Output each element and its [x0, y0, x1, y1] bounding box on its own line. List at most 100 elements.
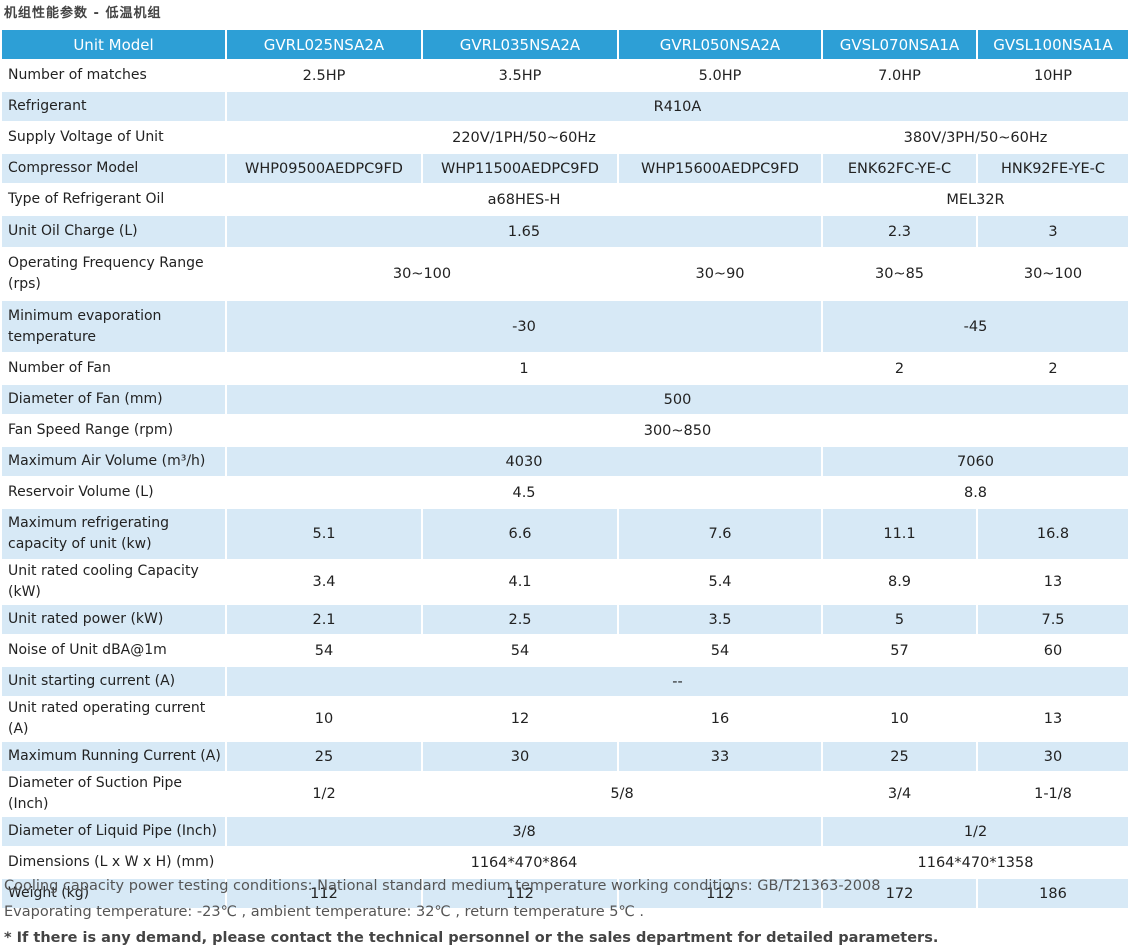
- cell: 1164*470*864: [227, 848, 823, 879]
- footnote: Evaporating temperature: -23℃ , ambient …: [4, 904, 644, 920]
- row-label: Number of Fan: [2, 354, 227, 385]
- table-row: Fan Speed Range (rpm) 300~850: [2, 416, 1130, 447]
- table-row: Weight (kg) 112 112 112 172 186: [2, 879, 1130, 910]
- cell: 33: [619, 742, 823, 773]
- row-label: Number of matches: [2, 61, 227, 92]
- cell: 7.5: [978, 605, 1130, 636]
- cell: 3.5: [619, 605, 823, 636]
- cell: 13: [978, 561, 1130, 605]
- row-label: Diameter of Liquid Pipe (Inch): [2, 817, 227, 848]
- row-label: Diameter of Suction Pipe (Inch): [2, 773, 227, 817]
- cell: 12: [423, 698, 619, 742]
- row-label: Unit rated operating current (A): [2, 698, 227, 742]
- cell: 5.1: [227, 509, 423, 561]
- row-label: Dimensions (L x W x H) (mm): [2, 848, 227, 879]
- table-row: Diameter of Liquid Pipe (Inch) 3/8 1/2: [2, 817, 1130, 848]
- table-row: Supply Voltage of Unit 220V/1PH/50~60Hz …: [2, 123, 1130, 154]
- table-row: Unit rated power (kW) 2.1 2.5 3.5 5 7.5: [2, 605, 1130, 636]
- row-label: Fan Speed Range (rpm): [2, 416, 227, 447]
- cell: 10: [227, 698, 423, 742]
- footnote: Cooling capacity power testing condition…: [4, 878, 881, 894]
- cell: 54: [619, 636, 823, 667]
- cell: R410A: [227, 92, 1130, 123]
- row-label: Reservoir Volume (L): [2, 478, 227, 509]
- cell: 380V/3PH/50~60Hz: [823, 123, 1130, 154]
- row-label: Operating Frequency Range (rps): [2, 249, 227, 301]
- cell: 3/4: [823, 773, 978, 817]
- cell: 112: [227, 879, 423, 910]
- cell: --: [227, 667, 1130, 698]
- cell: 5.4: [619, 561, 823, 605]
- cell: 4.1: [423, 561, 619, 605]
- row-label: Unit Oil Charge (L): [2, 216, 227, 249]
- cell: 5: [823, 605, 978, 636]
- table-row: Unit rated cooling Capacity (kW) 3.4 4.1…: [2, 561, 1130, 605]
- cell: 54: [423, 636, 619, 667]
- row-label: Maximum refrigerating capacity of unit (…: [2, 509, 227, 561]
- cell: 3.4: [227, 561, 423, 605]
- row-label: Minimum evaporation temperature: [2, 301, 227, 354]
- row-label: Unit rated power (kW): [2, 605, 227, 636]
- table-row: Compressor Model WHP09500AEDPC9FD WHP115…: [2, 154, 1130, 185]
- table-row: Dimensions (L x W x H) (mm) 1164*470*864…: [2, 848, 1130, 879]
- row-label: Weight (kg): [2, 879, 227, 910]
- cell: 1-1/8: [978, 773, 1130, 817]
- cell: 3: [978, 216, 1130, 249]
- cell: 1: [227, 354, 823, 385]
- cell: 25: [227, 742, 423, 773]
- cell: 5.0HP: [619, 61, 823, 92]
- row-label: Refrigerant: [2, 92, 227, 123]
- parameters-table: Unit Model GVRL025NSA2A GVRL035NSA2A GVR…: [2, 30, 1130, 910]
- row-label: Maximum Air Volume (m³/h): [2, 447, 227, 478]
- cell: WHP09500AEDPC9FD: [227, 154, 423, 185]
- cell: 112: [423, 879, 619, 910]
- row-label: Type of Refrigerant Oil: [2, 185, 227, 216]
- row-label: Supply Voltage of Unit: [2, 123, 227, 154]
- cell: 30~100: [227, 249, 619, 301]
- cell: 11.1: [823, 509, 978, 561]
- table-header-row: Unit Model GVRL025NSA2A GVRL035NSA2A GVR…: [2, 30, 1130, 61]
- cell: 30: [978, 742, 1130, 773]
- cell: 4030: [227, 447, 823, 478]
- row-label: Unit starting current (A): [2, 667, 227, 698]
- cell: 8.8: [823, 478, 1130, 509]
- row-label: Diameter of Fan (mm): [2, 385, 227, 416]
- cell: 186: [978, 879, 1130, 910]
- cell: 1.65: [227, 216, 823, 249]
- table-row: Unit rated operating current (A) 10 12 1…: [2, 698, 1130, 742]
- table-row: Refrigerant R410A: [2, 92, 1130, 123]
- cell: 13: [978, 698, 1130, 742]
- cell: 220V/1PH/50~60Hz: [227, 123, 823, 154]
- cell: 1164*470*1358: [823, 848, 1130, 879]
- table-row: Diameter of Fan (mm) 500: [2, 385, 1130, 416]
- table-row: Type of Refrigerant Oil a68HES-H MEL32R: [2, 185, 1130, 216]
- row-label: Noise of Unit dBA@1m: [2, 636, 227, 667]
- cell: 3.5HP: [423, 61, 619, 92]
- cell: HNK92FE-YE-C: [978, 154, 1130, 185]
- header-model: GVRL050NSA2A: [619, 30, 823, 61]
- cell: 30~85: [823, 249, 978, 301]
- cell: 5/8: [423, 773, 823, 817]
- cell: 500: [227, 385, 1130, 416]
- table-row: Unit Oil Charge (L) 1.65 2.3 3: [2, 216, 1130, 249]
- cell: WHP15600AEDPC9FD: [619, 154, 823, 185]
- table-row: Maximum Running Current (A) 25 30 33 25 …: [2, 742, 1130, 773]
- cell: 4.5: [227, 478, 823, 509]
- cell: 16.8: [978, 509, 1130, 561]
- cell: 60: [978, 636, 1130, 667]
- table-row: Unit starting current (A) --: [2, 667, 1130, 698]
- row-label: Maximum Running Current (A): [2, 742, 227, 773]
- table-row: Operating Frequency Range (rps) 30~100 3…: [2, 249, 1130, 301]
- cell: 172: [823, 879, 978, 910]
- cell: 16: [619, 698, 823, 742]
- cell: 2.5: [423, 605, 619, 636]
- header-model: GVRL035NSA2A: [423, 30, 619, 61]
- header-model: GVSL070NSA1A: [823, 30, 978, 61]
- cell: 54: [227, 636, 423, 667]
- cell: 2: [978, 354, 1130, 385]
- footnotes: Cooling capacity power testing condition…: [4, 873, 938, 951]
- cell: -30: [227, 301, 823, 354]
- header-label: Unit Model: [2, 30, 227, 61]
- cell: 10HP: [978, 61, 1130, 92]
- cell: 8.9: [823, 561, 978, 605]
